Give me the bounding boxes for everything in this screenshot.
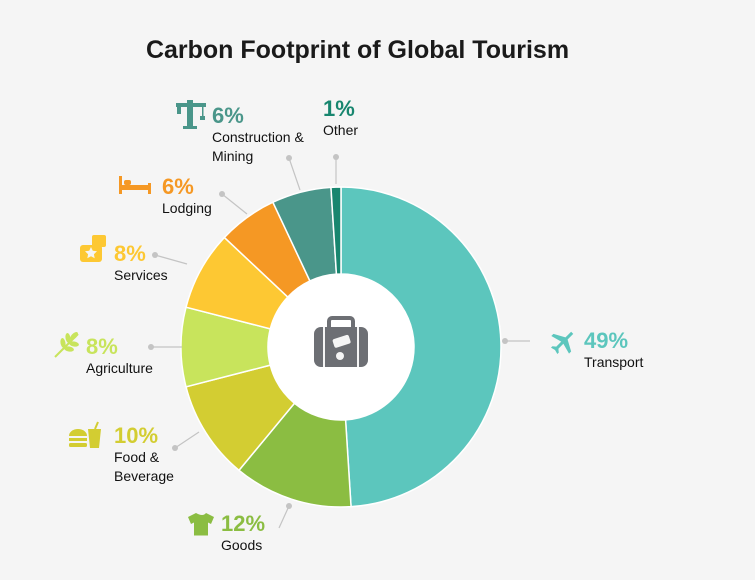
label-goods: 12% Goods <box>221 512 265 555</box>
suitcase-icon <box>314 316 368 367</box>
services-icon <box>80 235 106 262</box>
pct-construction-mining: 6% <box>212 103 244 128</box>
pct-agriculture: 8% <box>86 334 118 359</box>
burger-drink-icon <box>69 421 101 448</box>
name-food-beverage: Food & Beverage <box>114 449 174 484</box>
label-other: 1% Other <box>323 97 358 140</box>
wheat-icon <box>54 332 79 358</box>
leader-dot <box>502 338 508 344</box>
pct-goods: 12% <box>221 511 266 536</box>
leader-dot <box>286 503 292 509</box>
leader-line <box>154 254 188 265</box>
label-services: 8% Services <box>114 242 168 285</box>
label-transport: 49% Transport <box>584 329 643 372</box>
leader-lines <box>148 154 530 529</box>
pct-lodging: 6% <box>162 174 194 199</box>
name-lodging: Lodging <box>162 200 212 216</box>
leader-line <box>221 193 248 215</box>
leader-line <box>288 157 301 191</box>
name-construction-mining: Construction & Mining <box>212 129 304 164</box>
leader-line <box>174 431 200 449</box>
pct-other: 1% <box>323 96 355 121</box>
leader-dot <box>148 344 154 350</box>
name-services: Services <box>114 267 168 283</box>
bed-icon <box>119 176 151 194</box>
airplane-icon <box>550 331 574 355</box>
leader-dot <box>172 445 178 451</box>
leader-dot <box>219 191 225 197</box>
leader-dot <box>152 252 158 258</box>
label-agriculture: 8% Agriculture <box>86 335 153 378</box>
name-transport: Transport <box>584 354 644 370</box>
leader-dot <box>333 154 339 160</box>
pct-food-beverage: 10% <box>114 423 159 448</box>
name-goods: Goods <box>221 537 263 553</box>
leader-line <box>278 505 290 529</box>
name-other: Other <box>323 122 359 138</box>
crane-icon <box>176 100 206 129</box>
chart-title: Carbon Footprint of Global Tourism <box>145 36 570 64</box>
label-lodging: 6% Lodging <box>162 175 212 218</box>
tshirt-icon <box>188 513 214 536</box>
label-food-beverage: 10% Food & Beverage <box>114 424 194 486</box>
pct-transport: 49% <box>584 328 629 353</box>
label-construction-mining: 6% Construction & Mining <box>212 104 332 166</box>
leader-dot <box>286 155 292 161</box>
name-agriculture: Agriculture <box>86 360 153 376</box>
pct-services: 8% <box>114 241 146 266</box>
